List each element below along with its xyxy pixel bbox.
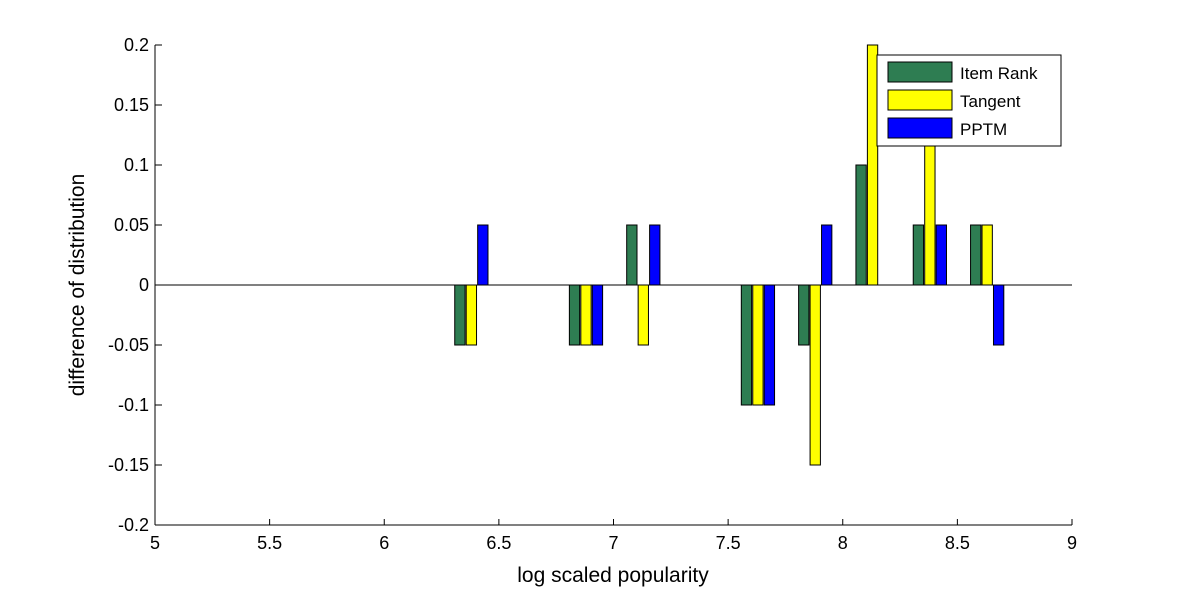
- x-tick-label: 7: [608, 533, 618, 553]
- x-tick-label: 8.5: [945, 533, 970, 553]
- bars-group: [454, 44, 1005, 466]
- x-tick-label: 5: [150, 533, 160, 553]
- bar-tangent: [981, 224, 993, 286]
- y-tick-label: -0.15: [108, 455, 149, 475]
- bar-pptm: [821, 224, 833, 286]
- legend: Item Rank Tangent PPTM: [876, 54, 1062, 147]
- x-ticks: 5 5.5 6 6.5 7 7.5 8 8.5 9: [150, 519, 1077, 553]
- y-tick-label: -0.05: [108, 335, 149, 355]
- legend-swatch: [887, 117, 953, 139]
- bar-tangent: [465, 284, 478, 346]
- bar-item-rank: [855, 164, 867, 286]
- x-tick-label: 9: [1067, 533, 1077, 553]
- y-tick-label: 0: [139, 275, 149, 295]
- legend-swatch: [887, 89, 953, 111]
- y-tick-label: -0.2: [118, 515, 149, 535]
- y-tick-label: 0.1: [124, 155, 149, 175]
- bar-tangent: [580, 284, 592, 346]
- y-tick-label: -0.1: [118, 395, 149, 415]
- y-axis-label: difference of distribution: [66, 174, 89, 397]
- bar-tangent: [752, 284, 764, 406]
- bar-pptm: [649, 224, 661, 286]
- bar-item-rank: [454, 284, 466, 346]
- bar-pptm: [477, 224, 489, 286]
- bar-tangent: [809, 284, 821, 466]
- x-tick-label: 8: [838, 533, 848, 553]
- bar-item-rank: [912, 224, 925, 286]
- y-tick-label: 0.15: [114, 95, 149, 115]
- bar-tangent: [637, 284, 649, 346]
- legend-label: Item Rank: [960, 64, 1038, 83]
- y-tick-label: 0.2: [124, 35, 149, 55]
- x-axis-label: log scaled popularity: [517, 564, 709, 587]
- legend-label: PPTM: [960, 120, 1007, 139]
- bar-item-rank: [626, 224, 638, 286]
- legend-swatch: [887, 61, 953, 83]
- bar-pptm: [992, 284, 1005, 346]
- x-tick-label: 7.5: [716, 533, 741, 553]
- bar-pptm: [591, 284, 604, 346]
- bar-item-rank: [740, 284, 753, 406]
- bar-pptm: [935, 224, 947, 286]
- x-tick-label: 6: [379, 533, 389, 553]
- bar-tangent: [866, 44, 879, 286]
- y-ticks: -0.2 -0.15 -0.1 -0.05 0 0.05 0.1 0.15 0.2: [108, 35, 162, 535]
- bar-pptm: [763, 284, 776, 406]
- bar-item-rank: [568, 284, 581, 346]
- bar-item-rank: [970, 224, 982, 286]
- x-tick-label: 5.5: [257, 533, 282, 553]
- y-tick-label: 0.05: [114, 215, 149, 235]
- x-tick-label: 6.5: [486, 533, 511, 553]
- bar-item-rank: [798, 284, 810, 346]
- legend-label: Tangent: [960, 92, 1021, 111]
